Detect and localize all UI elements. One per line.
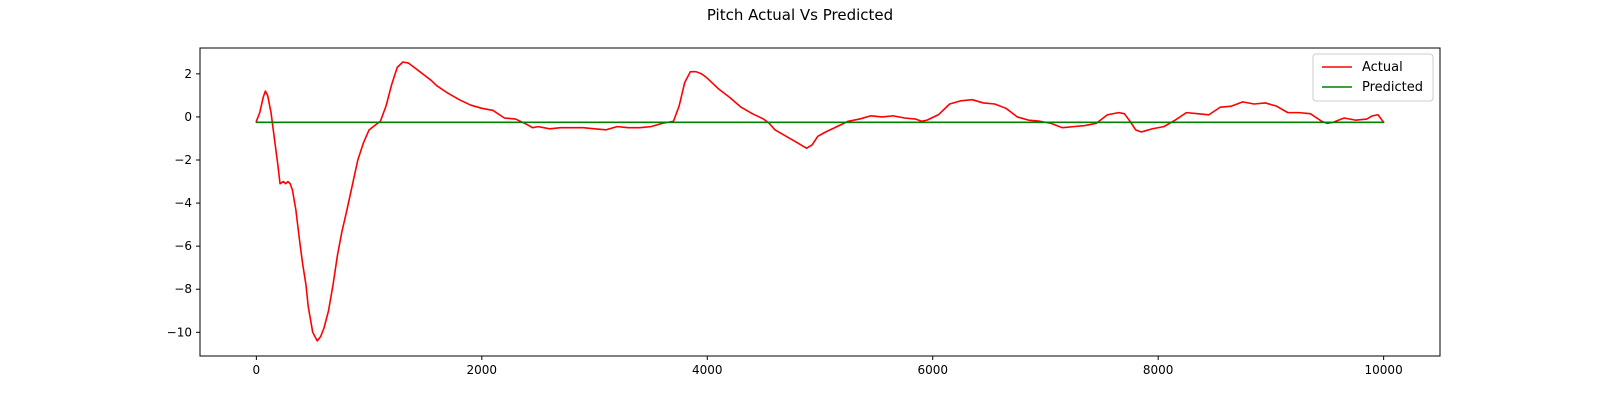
x-tick-label: 0 — [253, 363, 261, 377]
x-tick-label: 10000 — [1365, 363, 1403, 377]
legend-predicted-label: Predicted — [1362, 80, 1423, 95]
x-tick-label: 6000 — [917, 363, 948, 377]
x-tick-label: 2000 — [467, 363, 498, 377]
x-tick-label: 8000 — [1143, 363, 1174, 377]
x-tick-label: 4000 — [692, 363, 723, 377]
y-tick-label: −10 — [167, 325, 192, 339]
plot-frame — [199, 47, 1441, 357]
legend-box — [1312, 53, 1434, 102]
y-tick-label: −4 — [174, 196, 192, 210]
y-tick-label: 2 — [184, 67, 192, 81]
y-tick-label: 0 — [184, 110, 192, 124]
y-tick-label: −8 — [174, 282, 192, 296]
y-tick-label: −2 — [174, 153, 192, 167]
y-tick-label: −6 — [174, 239, 192, 253]
series-line-actual — [255, 61, 1385, 342]
plot-area — [200, 48, 1440, 356]
legend-actual-label: Actual — [1362, 60, 1403, 75]
legend: Actual Predicted — [1312, 53, 1434, 102]
series-layer — [255, 61, 1385, 342]
chart-title: Pitch Actual Vs Predicted — [707, 6, 893, 24]
axis-ticks: 0 2000 4000 6000 8000 10000 2 0 −2 −4 −6 −8 −10 — [167, 67, 1403, 377]
